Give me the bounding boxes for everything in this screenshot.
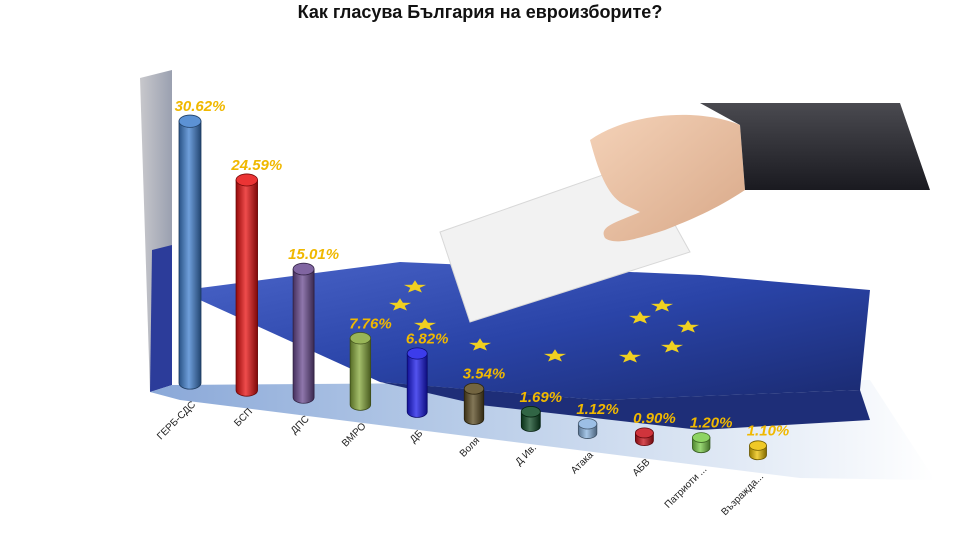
bar-top [349,332,372,345]
data-label: 1.10% [747,423,790,440]
flag-star [628,311,652,324]
data-label: 0.90% [633,410,676,427]
wall-flag-strip [150,245,172,392]
bar [349,337,372,411]
flag-star [660,340,684,353]
bar [178,120,202,390]
bar-top [577,418,598,430]
data-label: 3.54% [463,366,506,383]
data-label: 30.62% [175,98,226,115]
bar-top [235,173,258,187]
bar-top [635,427,654,439]
flag-star [403,280,427,293]
category-label: Патриоти ... [663,464,710,511]
data-label: 1.20% [690,415,733,432]
flag-star [543,349,567,362]
category-label: Възражда... [719,471,766,518]
data-label: 1.69% [520,389,563,406]
flag-star [676,320,700,333]
flag-stars [388,280,700,363]
category-label: ДПС [289,414,312,437]
chart-title: Как гласува България на евроизборите? [297,2,663,22]
data-label: 15.01% [288,246,339,263]
category-label: Атака [569,449,596,476]
flag-star [413,318,437,331]
category-label: БСП [232,407,255,430]
bar-top [749,440,767,451]
bar [292,268,315,404]
flag-star [650,299,674,312]
bar-top [692,432,711,443]
bar-top [406,347,428,360]
data-label: 1.12% [576,401,619,418]
category-label: Воля [458,435,482,459]
data-label: 7.76% [349,315,392,332]
bar-top [463,382,485,395]
flag-star [388,298,412,311]
data-label: 6.82% [406,330,449,347]
category-label: АБВ [631,457,653,479]
bar-top [292,262,315,276]
bar [235,179,258,397]
bar [463,388,485,425]
flag-fold [380,382,870,430]
category-label: ВМРО [340,421,369,450]
category-label: Д Ив. [514,443,539,468]
flag-star [618,350,642,363]
bar-top [178,114,202,128]
flag-star [468,338,492,351]
category-label: ГЕРБ-СДС [155,399,198,442]
bar [406,353,428,418]
hand [590,114,745,242]
bar-top [520,406,541,418]
data-label: 24.59% [230,157,282,174]
sleeve [700,103,930,190]
